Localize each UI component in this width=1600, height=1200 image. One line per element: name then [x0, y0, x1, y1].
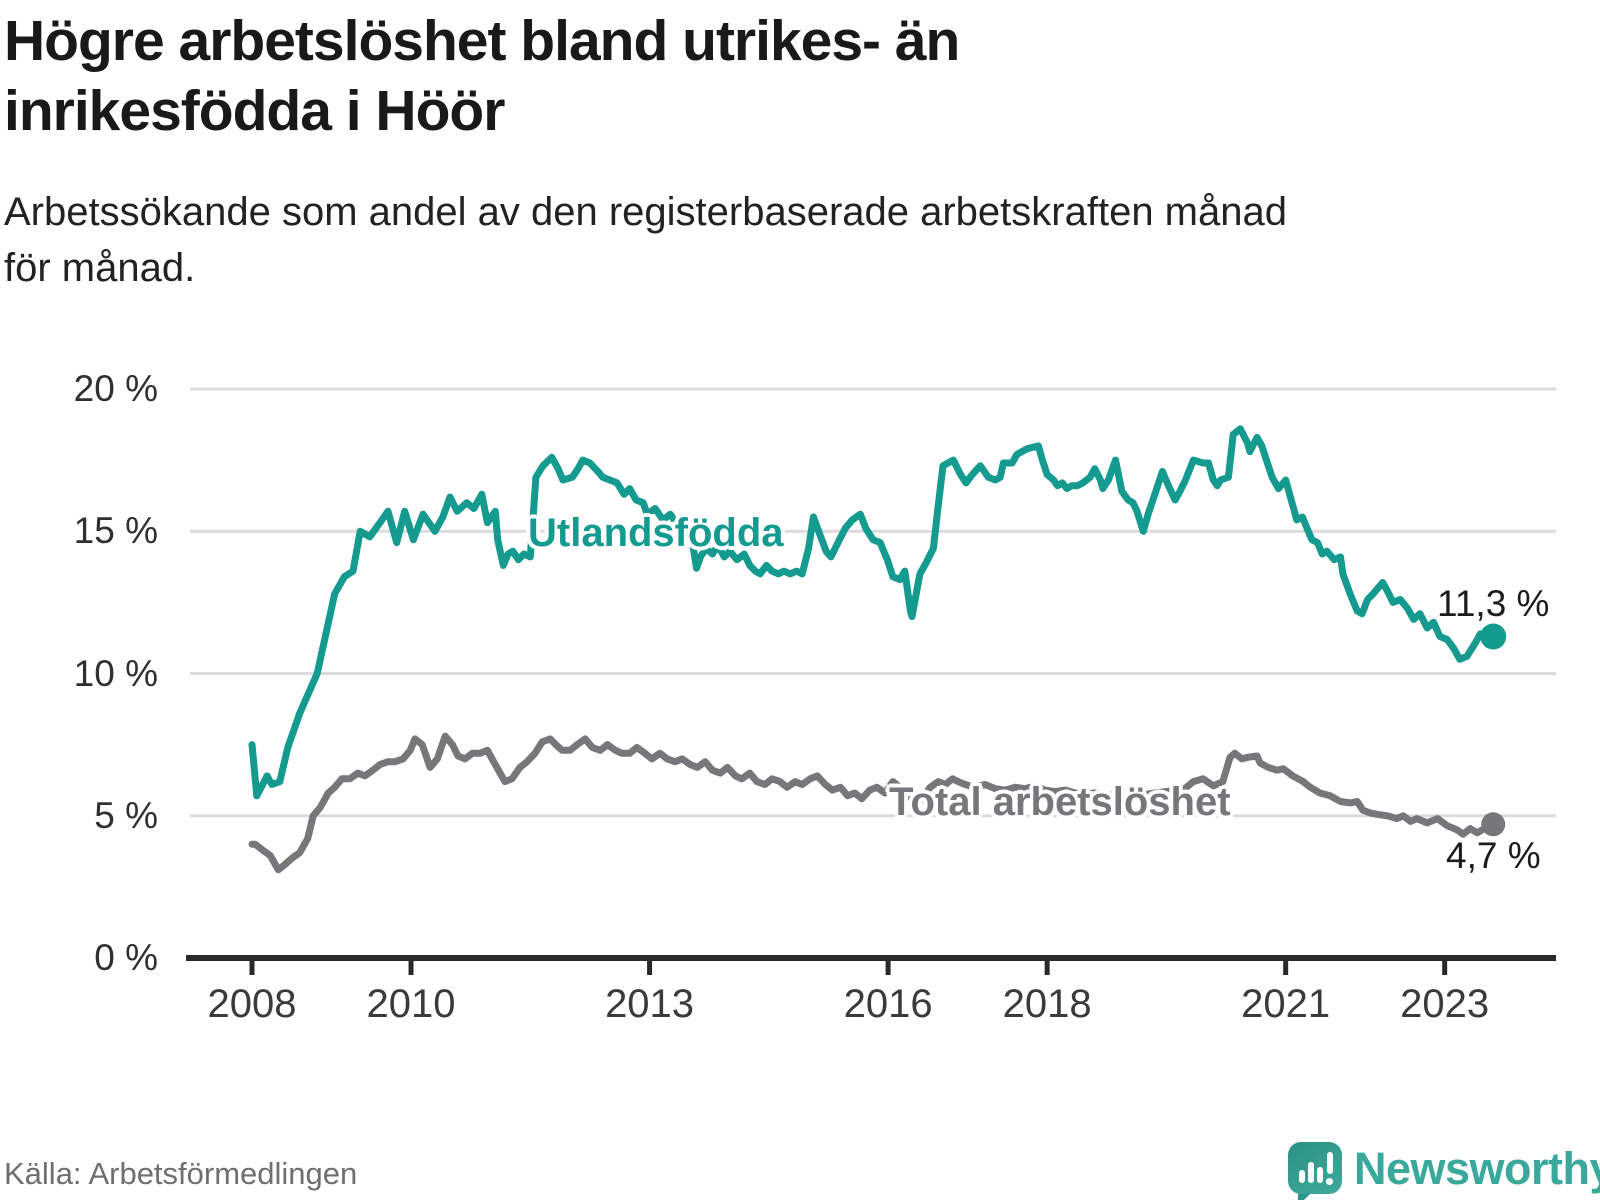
- x-axis-label: 2008: [207, 982, 297, 1026]
- logo-exclamation-dot-icon: [1326, 1178, 1333, 1185]
- y-axis-label: 5 %: [94, 794, 158, 836]
- source-note: Källa: Arbetsförmedlingen: [4, 1156, 358, 1191]
- end-value-label-utlandsfodda: 11,3 %: [1437, 583, 1550, 624]
- logo-bar-icon: [1299, 1170, 1305, 1183]
- speech-bubble-tail-icon: [1298, 1190, 1314, 1200]
- brand-name: Newsworthy: [1354, 1143, 1600, 1194]
- newsworthy-logo: Newsworthy: [1288, 1140, 1600, 1200]
- series-label-utlandsfodda: Utlandsfödda: [528, 511, 784, 555]
- x-axis-label: 2013: [605, 982, 695, 1026]
- y-axis-label: 0 %: [94, 937, 158, 978]
- logo-bar-icon: [1308, 1162, 1314, 1183]
- x-axis-label: 2018: [1002, 982, 1092, 1026]
- end-value-label-total: 4,7 %: [1446, 835, 1541, 876]
- series-end-dots: [1480, 623, 1507, 837]
- x-axis-label: 2023: [1400, 982, 1490, 1026]
- y-axis-label: 20 %: [73, 368, 158, 409]
- logo-exclamation-icon: [1327, 1152, 1333, 1174]
- y-axis-label: 10 %: [73, 652, 158, 694]
- x-axis-label: 2010: [366, 982, 456, 1026]
- page-subtitle: Arbetssökande som andel av den registerb…: [4, 190, 1287, 290]
- bar-chart-speech-bubble-icon: [1288, 1142, 1342, 1194]
- x-axis-label: 2016: [843, 982, 933, 1026]
- series-lines: [248, 425, 1497, 874]
- series-label-total: Total arbetslöshet: [889, 780, 1231, 824]
- y-axis-label: 15 %: [73, 510, 158, 552]
- x-axis: [186, 955, 1556, 975]
- logo-bar-icon: [1317, 1167, 1323, 1183]
- x-axis-label: 2021: [1241, 982, 1331, 1026]
- page-title: Högre arbetslöshet bland utrikes- än inr…: [4, 9, 960, 143]
